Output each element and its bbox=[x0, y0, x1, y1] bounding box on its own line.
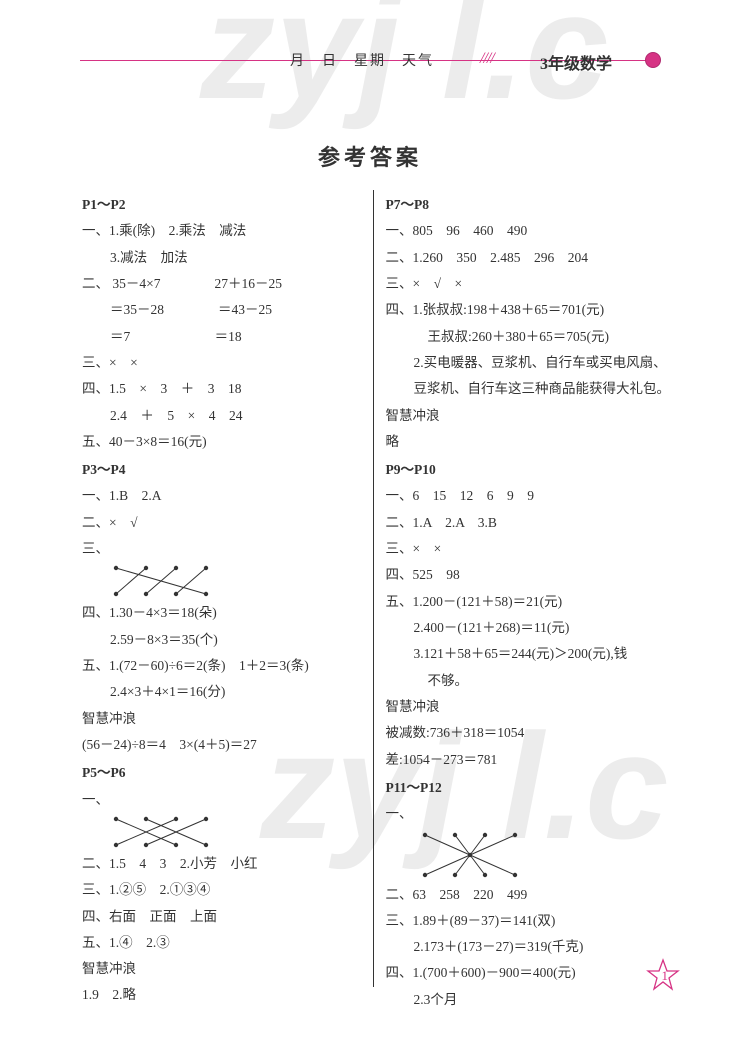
section-head: P9～P10 bbox=[386, 457, 671, 483]
answer-line: 不够。 bbox=[386, 668, 671, 694]
answer-line: 3.121＋58＋65＝244(元)＞200(元),钱 bbox=[386, 641, 671, 667]
answer-line: 王叔叔:260＋380＋65＝705(元) bbox=[386, 324, 671, 350]
answer-line: 1.9 2.略 bbox=[82, 982, 361, 1008]
header-grade: 3年级数学 bbox=[540, 50, 612, 74]
answer-line: 四、1.30－4×3＝18(朵) bbox=[82, 600, 361, 626]
answer-line: 2.173＋(173－27)＝319(千克) bbox=[386, 934, 671, 960]
answer-line: 3.减法 加法 bbox=[82, 245, 361, 271]
answer-line: 四、1.5 × 3 ＋ 3 18 bbox=[82, 376, 361, 402]
right-column: P7～P8 一、805 96 460 490 二、1.260 350 2.485… bbox=[373, 190, 671, 987]
section-head: P1～P2 bbox=[82, 192, 361, 218]
answer-line: 智慧冲浪 bbox=[386, 403, 671, 429]
left-column: P1～P2 一、1.乘(除) 2.乘法 减法 3.减法 加法 二、 35－4×7… bbox=[82, 190, 373, 987]
matching-diagram bbox=[410, 830, 540, 880]
content-area: P1～P2 一、1.乘(除) 2.乘法 减法 3.减法 加法 二、 35－4×7… bbox=[82, 190, 670, 987]
answer-line: 三、 bbox=[82, 536, 361, 562]
section-head: P11～P12 bbox=[386, 775, 671, 801]
answer-line: (56－24)÷8＝4 3×(4＋5)＝27 bbox=[82, 732, 361, 758]
section-head: P5～P6 bbox=[82, 760, 361, 786]
section-head: P3～P4 bbox=[82, 457, 361, 483]
section-head: P7～P8 bbox=[386, 192, 671, 218]
answer-line: 三、1.89＋(89－37)＝141(双) bbox=[386, 908, 671, 934]
answer-line: 三、1.②⑤ 2.①③④ bbox=[82, 877, 361, 903]
answer-line: 三、× √ × bbox=[386, 271, 671, 297]
answer-line: 二、× √ bbox=[82, 510, 361, 536]
answer-line: 二、1.5 4 3 2.小芳 小红 bbox=[82, 851, 361, 877]
header-circle-icon bbox=[645, 52, 661, 68]
answer-line: 二、1.260 350 2.485 296 204 bbox=[386, 245, 671, 271]
answer-line: 四、右面 正面 上面 bbox=[82, 904, 361, 930]
answer-line: 四、1.张叔叔:198＋438＋65＝701(元) bbox=[386, 297, 671, 323]
answer-line: 二、 35－4×7 27＋16－25 bbox=[82, 271, 361, 297]
answer-line: ＝7 ＝18 bbox=[82, 324, 361, 350]
answer-line: 智慧冲浪 bbox=[82, 956, 361, 982]
answer-line: 五、1.(72－60)÷6＝2(条) 1＋2＝3(条) bbox=[82, 653, 361, 679]
answer-line: 二、1.A 2.A 3.B bbox=[386, 510, 671, 536]
header-slashes: //// bbox=[480, 50, 494, 68]
answer-line: 一、805 96 460 490 bbox=[386, 218, 671, 244]
answer-line: 四、525 98 bbox=[386, 562, 671, 588]
page-number: 1 bbox=[662, 968, 669, 984]
answer-line: 被减数:736＋318＝1054 bbox=[386, 720, 671, 746]
page-title: 参考答案 bbox=[0, 140, 740, 172]
answer-line: 智慧冲浪 bbox=[82, 706, 361, 732]
answer-line: ＝35－28 ＝43－25 bbox=[82, 297, 361, 323]
answer-line: 五、1.④ 2.③ bbox=[82, 930, 361, 956]
answer-line: 略 bbox=[386, 429, 671, 455]
answer-line: 2.400－(121＋268)＝11(元) bbox=[386, 615, 671, 641]
answer-line: 2.59－8×3＝35(个) bbox=[82, 627, 361, 653]
answer-line: 一、 bbox=[386, 801, 671, 827]
answer-line: 三、× × bbox=[82, 350, 361, 376]
answer-line: 一、6 15 12 6 9 9 bbox=[386, 483, 671, 509]
answer-line: 2.3个月 bbox=[386, 987, 671, 1013]
answer-line: 五、40－3×8＝16(元) bbox=[82, 429, 361, 455]
answer-line: 一、1.乘(除) 2.乘法 减法 bbox=[82, 218, 361, 244]
answer-line: 2.4×3＋4×1＝16(分) bbox=[82, 679, 361, 705]
answer-line: 差:1054－273＝781 bbox=[386, 747, 671, 773]
answer-line: 2.4 ＋ 5 × 4 24 bbox=[82, 403, 361, 429]
answer-line: 三、× × bbox=[386, 536, 671, 562]
answer-line: 二、63 258 220 499 bbox=[386, 882, 671, 908]
answer-line: 五、1.200－(121＋58)＝21(元) bbox=[386, 589, 671, 615]
matching-diagram bbox=[106, 564, 216, 598]
answer-line: 豆浆机、自行车这三种商品能获得大礼包。 bbox=[386, 376, 671, 402]
answer-line: 智慧冲浪 bbox=[386, 694, 671, 720]
matching-diagram bbox=[106, 815, 216, 849]
answer-line: 四、1.(700＋600)－900＝400(元) bbox=[386, 960, 671, 986]
header-meta: 月 日 星期 天气 bbox=[290, 50, 434, 70]
answer-line: 一、1.B 2.A bbox=[82, 483, 361, 509]
answer-line: 一、 bbox=[82, 787, 361, 813]
answer-line: 2.买电暖器、豆浆机、自行车或买电风扇、 bbox=[386, 350, 671, 376]
